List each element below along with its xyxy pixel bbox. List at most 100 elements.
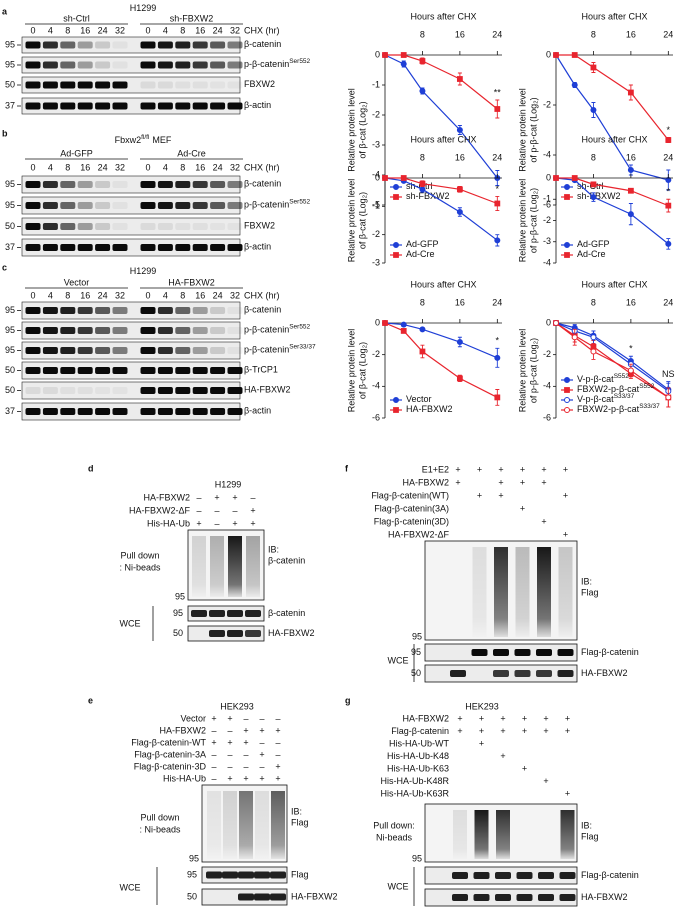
data-point bbox=[419, 88, 426, 94]
blot-band bbox=[42, 327, 58, 334]
blot-band bbox=[140, 347, 156, 354]
mw-label: 95 bbox=[175, 591, 185, 601]
blot-band bbox=[157, 347, 173, 354]
blot-band bbox=[175, 347, 191, 354]
condition-cell: + bbox=[565, 788, 570, 798]
condition-cell: – bbox=[227, 749, 232, 759]
lane-label: 0 bbox=[145, 290, 150, 300]
blot-band bbox=[254, 893, 270, 901]
y-tick-label: -2 bbox=[372, 109, 380, 119]
condition-label: His-HA-Ub-K63 bbox=[387, 763, 449, 773]
blot-band bbox=[157, 41, 173, 49]
blot-band bbox=[25, 223, 41, 230]
pulldown-label: : Ni-beads bbox=[139, 824, 181, 834]
condition-cell: + bbox=[498, 464, 503, 474]
legend-label: FBXW2-p-β-catS552 bbox=[577, 383, 655, 394]
blot-band bbox=[60, 81, 76, 89]
blot-band bbox=[175, 181, 191, 188]
smear bbox=[207, 791, 221, 859]
condition-cell: + bbox=[211, 713, 216, 723]
panel-letter: e bbox=[88, 695, 93, 705]
condition-cell: + bbox=[259, 773, 264, 783]
blot-band bbox=[77, 307, 93, 314]
lane-label: 8 bbox=[65, 290, 70, 300]
blot-band bbox=[95, 81, 111, 89]
blot-band bbox=[227, 387, 243, 394]
lane-label: 32 bbox=[115, 290, 125, 300]
condition-cell: + bbox=[522, 713, 527, 723]
wce-row-label: Flag bbox=[291, 869, 309, 879]
condition-label: E1+E2 bbox=[422, 464, 449, 474]
series-line bbox=[555, 54, 669, 181]
blot-band bbox=[210, 61, 226, 69]
row-label-text: β-actin bbox=[244, 242, 271, 252]
cell-line: HEK293 bbox=[220, 701, 254, 711]
blot-band bbox=[157, 307, 173, 314]
row-label-sup: Ser552 bbox=[289, 324, 310, 331]
blot-band bbox=[42, 223, 58, 230]
lane-label: 0 bbox=[145, 162, 150, 172]
legend-label: FBXW2-p-β-catS33/37 bbox=[577, 403, 660, 414]
blot-band bbox=[192, 307, 208, 314]
group-label: sh-Ctrl bbox=[63, 13, 90, 23]
blot-band bbox=[473, 894, 490, 901]
x-tick-label: 16 bbox=[455, 29, 465, 39]
wce-blot bbox=[187, 625, 265, 642]
data-point bbox=[665, 240, 672, 247]
blot-band bbox=[559, 894, 576, 901]
y-tick-label: -2 bbox=[543, 349, 551, 359]
blot-band bbox=[77, 387, 93, 394]
blot-band bbox=[210, 81, 226, 89]
data-point bbox=[665, 137, 672, 143]
mw-label: 95 bbox=[411, 647, 421, 657]
condition-cell: – bbox=[243, 761, 248, 771]
pulldown-label: Ni-beads bbox=[376, 832, 413, 842]
lane-label: 24 bbox=[98, 162, 108, 172]
blot-band bbox=[192, 223, 208, 230]
blot-band bbox=[536, 670, 552, 677]
smear bbox=[246, 536, 260, 597]
row-label-text: β-actin bbox=[244, 100, 271, 110]
condition-cell: + bbox=[543, 776, 548, 786]
blot-band bbox=[175, 102, 191, 110]
blot-band bbox=[95, 41, 111, 49]
smear bbox=[537, 547, 551, 637]
row-label-text: β-catenin bbox=[244, 179, 281, 189]
blot-band bbox=[25, 81, 41, 89]
mw-label: 50 bbox=[173, 628, 183, 638]
blot-band bbox=[60, 367, 76, 374]
blot-band bbox=[227, 347, 243, 354]
y-tick-label: -4 bbox=[543, 257, 551, 267]
legend-marker bbox=[564, 387, 570, 393]
data-point bbox=[419, 180, 426, 187]
blot-band bbox=[77, 202, 93, 209]
blot-band bbox=[175, 41, 191, 49]
blot-band bbox=[112, 181, 128, 188]
data-point bbox=[400, 175, 407, 181]
condition-cell: + bbox=[479, 726, 484, 736]
y-tick-label: -6 bbox=[543, 412, 551, 422]
annotation: * bbox=[667, 125, 671, 135]
condition-cell: + bbox=[500, 726, 505, 736]
blot-band bbox=[452, 894, 468, 901]
blot-band bbox=[222, 871, 238, 879]
blot-band bbox=[192, 81, 208, 89]
condition-cell: + bbox=[520, 503, 525, 513]
data-point bbox=[665, 394, 672, 401]
data-point bbox=[553, 52, 559, 58]
condition-cell: + bbox=[479, 713, 484, 723]
blot-band bbox=[227, 223, 243, 230]
y-axis-label: Relative protein level bbox=[346, 179, 356, 263]
data-point bbox=[553, 175, 559, 181]
blot-band bbox=[210, 181, 226, 188]
blot-band bbox=[157, 408, 173, 415]
condition-cell: – bbox=[214, 505, 219, 515]
y-tick-label: -4 bbox=[543, 381, 551, 391]
mw-label: 50 bbox=[5, 221, 15, 231]
smear bbox=[453, 810, 467, 859]
data-point bbox=[665, 202, 672, 209]
wce-label: WCE bbox=[120, 882, 141, 892]
condition-cell: + bbox=[479, 738, 484, 748]
mw-label: 95 bbox=[187, 869, 197, 879]
blot-band bbox=[25, 367, 41, 374]
